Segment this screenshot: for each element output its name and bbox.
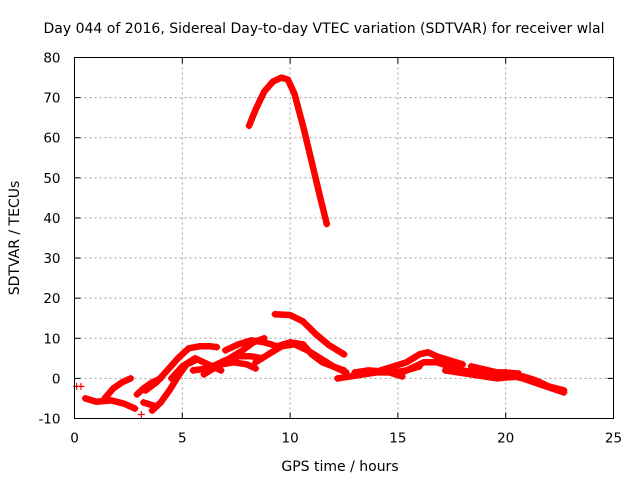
series-end-marker (323, 220, 331, 228)
series-start-marker (271, 310, 279, 318)
series-end-marker (560, 388, 568, 396)
series-end-marker (131, 404, 139, 412)
series-arc-l (252, 341, 350, 376)
series-start-marker (148, 406, 156, 414)
series-arc-b (101, 375, 134, 402)
y-tick-label: 50 (43, 171, 60, 187)
x-tick-label: 10 (282, 431, 299, 447)
series-start-marker (394, 370, 402, 378)
y-tick-label: 70 (43, 91, 60, 107)
x-tick-label: 0 (70, 431, 79, 447)
x-tick-label: 5 (178, 431, 187, 447)
series-start-marker (252, 358, 260, 366)
series-end-marker (252, 364, 260, 372)
series-start-marker (377, 366, 385, 374)
series-arc-f (142, 343, 221, 394)
series-arc-high (271, 310, 348, 358)
y-tick-label: -10 (38, 412, 60, 428)
series-end-marker (415, 362, 423, 370)
chart-title: Day 044 of 2016, Sidereal Day-to-day VTE… (43, 21, 604, 37)
series-start-marker (168, 374, 176, 382)
series-start-marker (139, 398, 147, 406)
x-tick-label: 15 (389, 431, 406, 447)
series-arc-o (377, 349, 466, 374)
axis-ticks: 0 5 10 15 20 25 -10 0 10 20 30 40 50 60 70 80 (38, 51, 622, 447)
series-start-marker (200, 370, 208, 378)
y-tick-label: 0 (52, 371, 61, 387)
grid (74, 57, 614, 419)
series-arc-a (82, 395, 139, 412)
data-point-marker (137, 410, 145, 418)
x-tick-label: 20 (497, 431, 514, 447)
y-tick-label: 80 (43, 51, 60, 67)
series-start-marker (441, 366, 449, 374)
y-tick-label: 40 (43, 211, 60, 227)
series-arc-r (467, 363, 568, 396)
series-start-marker (245, 122, 253, 130)
series-end-marker (340, 350, 348, 358)
series-end-marker (152, 402, 160, 410)
y-tick-label: 20 (43, 291, 60, 307)
plot-frame (74, 57, 614, 419)
series-end-marker (258, 354, 266, 362)
series-start-marker (81, 394, 89, 402)
series-end-marker (342, 368, 350, 376)
series-start-marker (133, 390, 141, 398)
series-start-marker (467, 362, 475, 370)
series-end-marker (459, 360, 467, 368)
data-point-marker (77, 382, 85, 390)
series-end-marker (191, 356, 199, 364)
series-end-marker (217, 366, 225, 374)
series-arc-peak (245, 74, 331, 228)
series-end-marker (398, 372, 406, 380)
series-start-marker (101, 394, 109, 402)
series-start-marker (189, 366, 197, 374)
series-start-marker (334, 374, 342, 382)
series-start-marker (208, 362, 216, 370)
series-end-marker (260, 334, 268, 342)
x-tick-label: 25 (605, 431, 622, 447)
y-tick-label: 60 (43, 131, 60, 147)
data-series (73, 74, 568, 418)
series-end-marker (157, 374, 165, 382)
y-tick-label: 10 (43, 331, 60, 347)
series-arc-j (189, 359, 259, 374)
series-start-marker (351, 368, 359, 376)
series-end-marker (127, 374, 135, 382)
series-start-marker (221, 346, 229, 354)
series-end-marker (515, 370, 523, 378)
x-axis-label: GPS time / hours (281, 459, 398, 475)
y-tick-label: 30 (43, 251, 60, 267)
series-start-marker (142, 386, 150, 394)
y-axis-label: SDTVAR / TECUs (7, 181, 23, 296)
series-end-marker (213, 343, 221, 351)
